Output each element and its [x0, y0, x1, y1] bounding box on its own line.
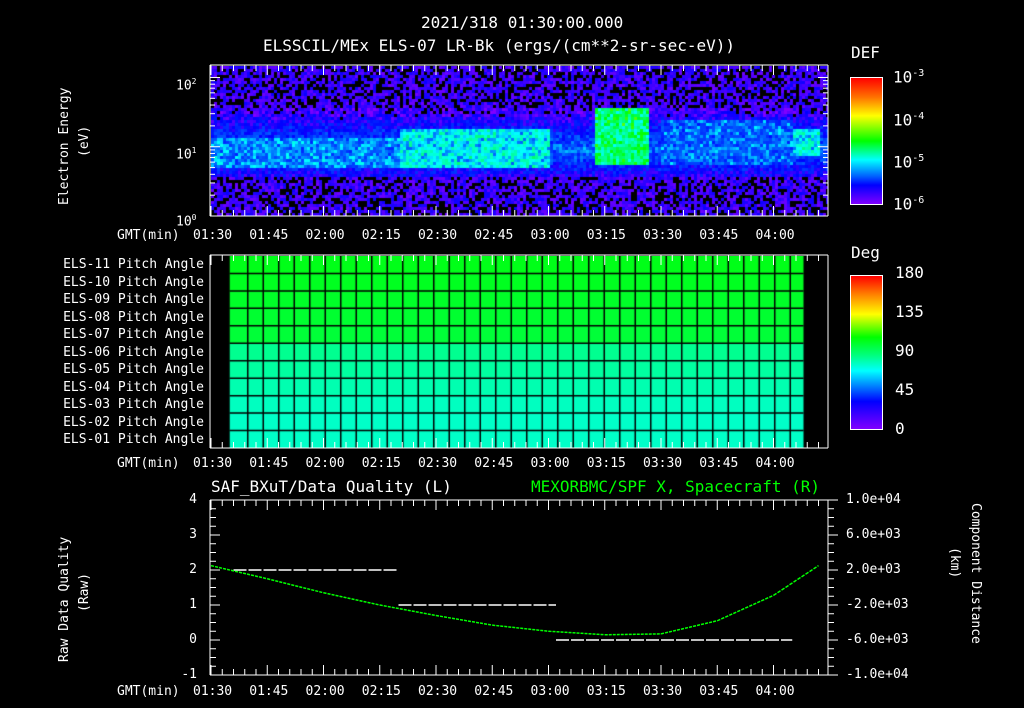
time-tick-label: 02:15 [361, 228, 401, 243]
time-tick-label: 02:45 [474, 456, 514, 471]
colorbar2 [850, 275, 883, 430]
left-ytick-label: 1 [189, 597, 197, 612]
panel3-time-axis-label: GMT(min) [117, 684, 180, 699]
pitch-angle-row-label: ELS-02 Pitch Angle [63, 414, 204, 430]
time-tick-label: 02:00 [305, 456, 345, 471]
time-tick-label: 03:30 [643, 228, 683, 243]
right-ytick-label: -2.0e+03 [846, 597, 909, 612]
time-tick-label: 03:15 [586, 228, 626, 243]
pitch-angle-row-label: ELS-05 Pitch Angle [63, 362, 204, 377]
colorbar2-tick-135: 135 [895, 302, 924, 321]
plot-title: ELSSCIL/MEx ELS-07 LR-Bk (ergs/(cm**2-sr… [263, 36, 736, 55]
electron-energy-spectrogram [211, 66, 828, 216]
panel1-ytick-10: 101 [176, 146, 197, 163]
time-tick-label: 02:30 [418, 456, 458, 471]
time-tick-label: 04:00 [755, 456, 795, 471]
time-tick-label: 03:45 [699, 684, 739, 699]
colorbar1-tick-1e-4: 10-4 [893, 110, 925, 130]
pitch-angle-row-label: ELS-03 Pitch Angle [63, 397, 204, 412]
time-tick-label: 03:15 [586, 456, 626, 471]
panel1-time-axis-label: GMT(min) [117, 228, 180, 243]
time-tick-label: 02:45 [474, 684, 514, 699]
time-tick-label: 03:30 [643, 684, 683, 699]
time-tick-label: 02:30 [418, 228, 458, 243]
panel3-right-ylabel: Component Distance [968, 503, 983, 644]
time-tick-label: 03:45 [699, 456, 739, 471]
time-tick-label: 01:30 [193, 228, 233, 243]
time-tick-label: 01:45 [249, 684, 289, 699]
panel3-left-ylabel: Raw Data Quality [57, 536, 72, 662]
pitch-angle-row-label: ELS-08 Pitch Angle [63, 309, 204, 325]
left-ytick-label: 4 [189, 492, 197, 507]
time-tick-label: 04:00 [755, 228, 795, 243]
time-tick-label: 01:45 [249, 456, 289, 471]
time-tick-label: 03:00 [530, 228, 570, 243]
pitch-angle-row-label: ELS-07 Pitch Angle [63, 327, 204, 342]
panel3-left-title: SAF_BXuT/Data Quality (L) [211, 477, 452, 496]
time-tick-label: 02:00 [305, 684, 345, 699]
colorbar2-title: Deg [851, 243, 880, 262]
left-ytick-label: -1 [181, 667, 197, 682]
colorbar2-tick-45: 45 [895, 380, 915, 399]
right-ytick-label: -1.0e+04 [846, 667, 909, 682]
time-tick-label: 01:30 [193, 456, 233, 471]
panel1-ytick-1: 100 [176, 213, 197, 230]
time-tick-label: 03:30 [643, 456, 683, 471]
left-ytick-label: 3 [189, 527, 197, 542]
time-tick-label: 03:00 [530, 684, 570, 699]
pitch-angle-row-label: ELS-04 Pitch Angle [63, 379, 204, 395]
time-tick-label: 03:45 [699, 228, 739, 243]
colorbar1-tick-1e-3: 10-3 [893, 67, 925, 87]
right-ytick-label: 1.0e+04 [846, 492, 901, 507]
left-ytick-label: 0 [189, 632, 197, 647]
left-ytick-label: 2 [189, 562, 197, 577]
colorbar1-title: DEF [851, 43, 880, 62]
time-tick-label: 02:45 [474, 228, 514, 243]
colorbar1-tick-1e-6: 10-6 [893, 194, 925, 214]
time-tick-label: 04:00 [755, 684, 795, 699]
panel3-left-yunit: (Raw) [77, 572, 92, 612]
pitch-angle-row-label: ELS-10 Pitch Angle [63, 274, 204, 290]
colorbar1 [850, 77, 883, 205]
right-ytick-label: -6.0e+03 [846, 632, 909, 647]
panel3-right-yunit: (km) [947, 547, 962, 579]
right-ytick-label: 6.0e+03 [846, 527, 901, 542]
time-tick-label: 01:30 [193, 684, 233, 699]
time-tick-label: 02:15 [361, 456, 401, 471]
colorbar2-tick-90: 90 [895, 341, 915, 360]
plot-timestamp: 2021/318 01:30:00.000 [421, 13, 624, 32]
pitch-angle-row-label: ELS-09 Pitch Angle [63, 292, 204, 307]
panel1-yunit: (eV) [77, 125, 92, 157]
panel2-time-axis-label: GMT(min) [117, 456, 180, 471]
time-tick-label: 03:00 [530, 456, 570, 471]
right-ytick-label: 2.0e+03 [846, 562, 901, 577]
time-tick-label: 03:15 [586, 684, 626, 699]
pitch-angle-row-label: ELS-01 Pitch Angle [63, 432, 204, 447]
pitch-angle-row-label: ELS-06 Pitch Angle [63, 344, 204, 360]
time-tick-label: 02:15 [361, 684, 401, 699]
colorbar1-tick-1e-5: 10-5 [893, 152, 925, 172]
pitch-angle-row-label: ELS-11 Pitch Angle [63, 257, 204, 272]
time-tick-label: 02:30 [418, 684, 458, 699]
colorbar2-tick-180: 180 [895, 263, 924, 282]
panel1-ytick-100: 102 [176, 77, 197, 94]
panel1-ylabel: Electron Energy [57, 87, 72, 205]
time-tick-label: 02:00 [305, 228, 345, 243]
colorbar2-tick-0: 0 [895, 419, 905, 438]
pitch-angle-grid [211, 256, 828, 448]
time-tick-label: 01:45 [249, 228, 289, 243]
panel3-right-title: MEXORBMC/SPF X, Spacecraft (R) [531, 477, 820, 496]
